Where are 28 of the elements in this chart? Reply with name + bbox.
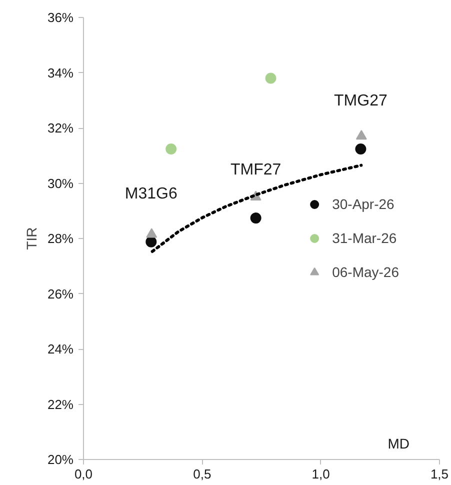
y-axis-title: TIR bbox=[23, 227, 40, 250]
y-tick-label: 36% bbox=[47, 10, 74, 25]
annotation: TMG27 bbox=[334, 92, 388, 110]
legend-label: 30-Apr-26 bbox=[332, 196, 394, 212]
annotation: TMF27 bbox=[230, 162, 282, 179]
point bbox=[355, 144, 366, 154]
y-tick-label: 26% bbox=[47, 286, 74, 302]
y-tick-label: 34% bbox=[47, 65, 74, 80]
point bbox=[250, 212, 262, 224]
y-tick-label: 30% bbox=[47, 176, 74, 191]
x-tick-label: 0,5 bbox=[193, 466, 212, 482]
annotation: M31G6 bbox=[124, 185, 178, 202]
y-tick-label: 24% bbox=[47, 342, 74, 356]
point bbox=[356, 130, 367, 140]
point bbox=[146, 228, 158, 238]
y-tick-label: 32% bbox=[47, 120, 74, 136]
x-tick-label: 1,0 bbox=[312, 466, 330, 482]
point bbox=[265, 72, 276, 84]
y-tick-label: 28% bbox=[47, 231, 74, 246]
y-tick-label: 20% bbox=[47, 452, 74, 467]
x-tick-label: 1,5 bbox=[430, 466, 449, 482]
x-tick-label: 0,0 bbox=[74, 466, 93, 482]
legend-label: 06-May-26 bbox=[332, 264, 399, 280]
x-axis-title: MD bbox=[388, 436, 410, 452]
legend-label: 31-Mar-26 bbox=[332, 230, 397, 246]
y-tick-label: 22% bbox=[47, 396, 74, 412]
point bbox=[146, 236, 157, 248]
point bbox=[166, 144, 177, 154]
